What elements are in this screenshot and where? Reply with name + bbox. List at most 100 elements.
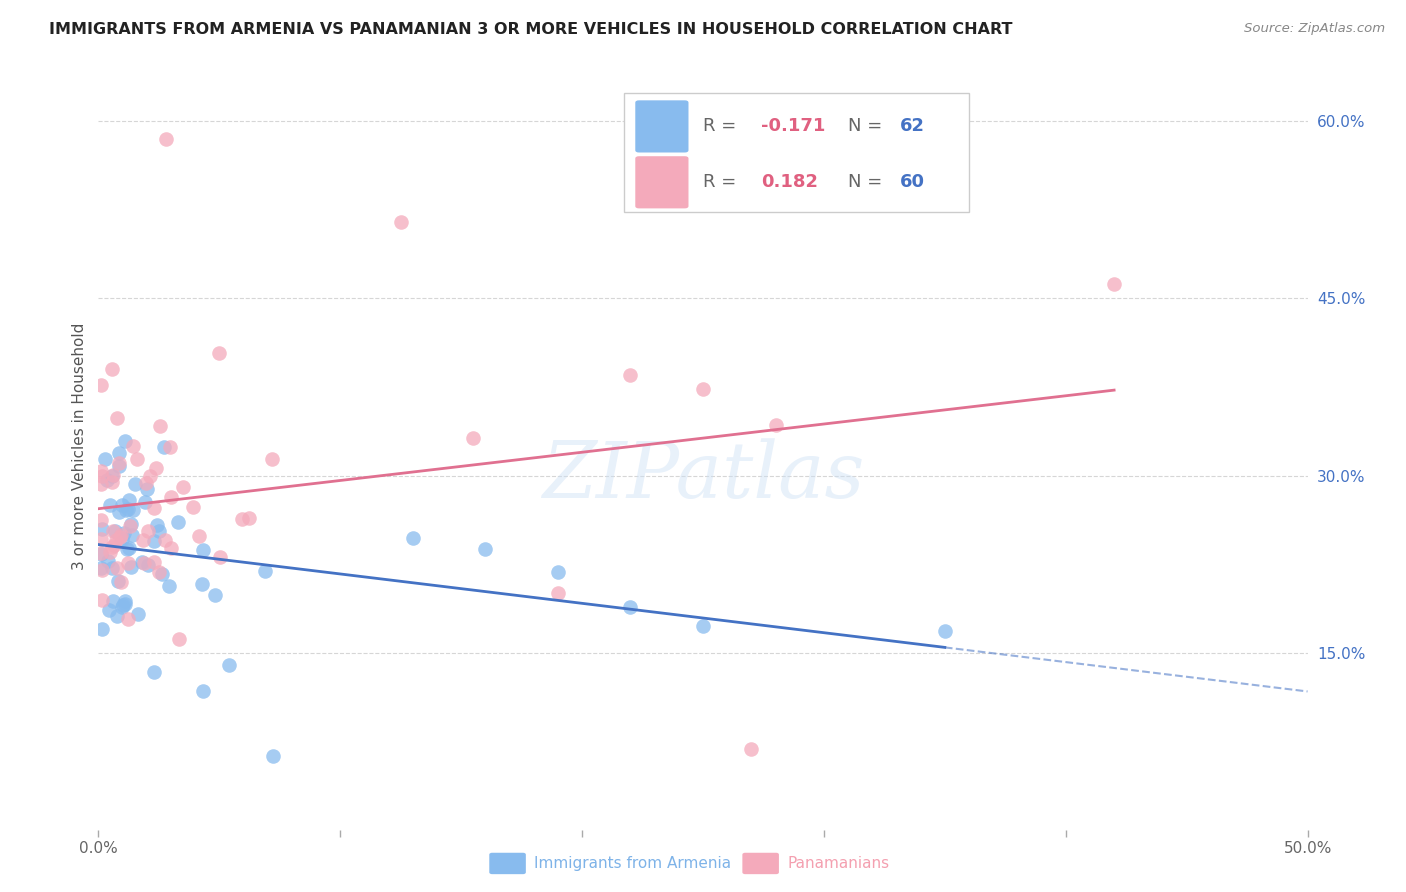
Point (111, 498, 134, 512)
Point (402, 531, 425, 545)
Point (139, 468, 162, 483)
Point (134, 494, 156, 508)
Point (149, 418, 172, 433)
Point (97, 554, 120, 568)
Point (101, 467, 124, 482)
Point (143, 533, 166, 548)
Point (208, 549, 231, 564)
Text: IMMIGRANTS FROM ARMENIA VS PANAMANIAN 3 OR MORE VEHICLES IN HOUSEHOLD CORRELATIO: IMMIGRANTS FROM ARMENIA VS PANAMANIAN 3 … (49, 22, 1012, 37)
Point (107, 505, 129, 519)
Point (135, 482, 157, 496)
Point (159, 491, 181, 505)
Point (90, 464, 112, 478)
Point (103, 538, 125, 552)
Point (108, 530, 131, 544)
Point (90, 469, 112, 483)
Point (114, 594, 136, 608)
Point (110, 532, 132, 546)
Point (121, 439, 143, 453)
Point (765, 418, 787, 433)
Point (132, 556, 155, 570)
Point (125, 451, 148, 466)
Point (105, 608, 128, 623)
Point (135, 476, 157, 491)
Point (262, 452, 284, 467)
Point (117, 556, 139, 570)
Point (253, 564, 276, 578)
Point (107, 574, 129, 588)
Point (91, 563, 114, 577)
Point (740, 742, 762, 756)
Point (90, 622, 112, 636)
Point (148, 524, 170, 539)
Point (142, 665, 165, 679)
Point (111, 598, 134, 612)
Point (117, 502, 139, 516)
Point (160, 541, 183, 556)
Point (204, 588, 226, 602)
Point (101, 475, 124, 489)
Point (117, 612, 139, 626)
Point (157, 579, 180, 593)
FancyBboxPatch shape (636, 100, 689, 153)
Text: 62: 62 (900, 118, 925, 136)
Point (463, 431, 485, 445)
Text: N =: N = (848, 173, 889, 191)
Point (148, 566, 170, 580)
Point (132, 533, 155, 547)
Point (114, 597, 136, 611)
Point (105, 411, 128, 425)
Point (121, 528, 143, 542)
Point (136, 558, 159, 572)
Point (1102, 277, 1125, 292)
Point (262, 749, 284, 764)
FancyBboxPatch shape (624, 93, 969, 212)
Point (101, 561, 124, 575)
Point (93, 452, 115, 467)
Point (142, 500, 165, 515)
Point (169, 632, 191, 647)
Point (104, 524, 127, 538)
Point (155, 132, 177, 146)
Point (131, 555, 153, 569)
Point (159, 440, 181, 454)
FancyBboxPatch shape (636, 156, 689, 209)
Point (122, 502, 145, 516)
Point (145, 461, 167, 475)
Point (231, 512, 253, 526)
Point (190, 576, 212, 591)
Text: ZIPatlas: ZIPatlas (541, 439, 865, 515)
Point (108, 456, 131, 470)
Point (166, 515, 188, 529)
Point (619, 599, 641, 614)
Point (172, 480, 194, 494)
Point (98, 499, 121, 513)
Point (98, 545, 121, 559)
Point (474, 541, 496, 556)
Point (136, 524, 159, 538)
Point (101, 362, 124, 376)
Text: 0.182: 0.182 (761, 173, 818, 191)
Text: Immigrants from Armenia: Immigrants from Armenia (534, 856, 731, 871)
Point (120, 560, 142, 574)
Point (187, 529, 209, 543)
Point (110, 528, 132, 542)
Point (101, 469, 124, 483)
Point (153, 533, 176, 547)
Point (153, 440, 176, 454)
Point (146, 517, 169, 532)
Point (90, 532, 112, 546)
Point (107, 458, 129, 473)
Point (238, 510, 260, 524)
Point (208, 346, 231, 360)
Point (115, 541, 138, 556)
Point (191, 684, 214, 698)
Point (218, 658, 240, 673)
Point (120, 516, 142, 531)
Point (117, 541, 139, 555)
Point (114, 434, 136, 448)
Point (96, 473, 118, 487)
Point (90, 547, 112, 561)
Y-axis label: 3 or more Vehicles in Household: 3 or more Vehicles in Household (72, 322, 87, 570)
Point (90, 546, 112, 560)
